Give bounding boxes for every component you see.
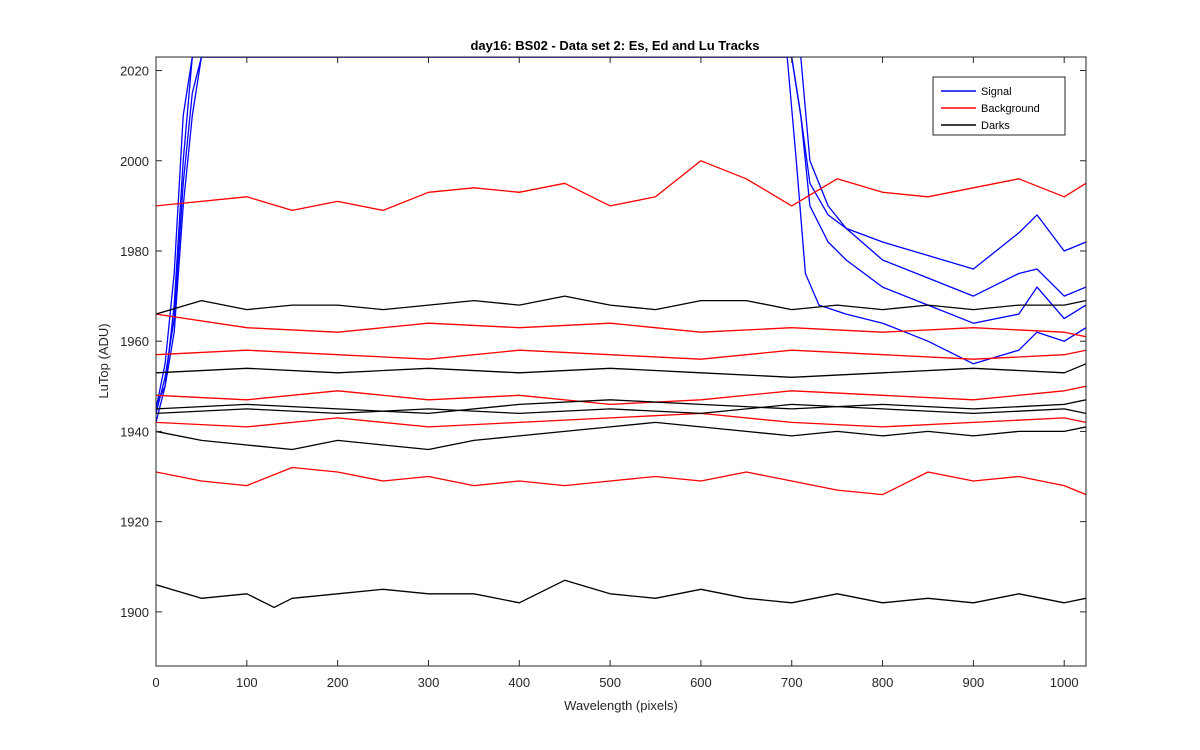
x-tick-label: 500 xyxy=(599,675,621,690)
y-tick-label: 1900 xyxy=(120,605,149,620)
background-series-line-3 xyxy=(156,349,1086,360)
signal-series-line-3 xyxy=(156,57,1086,414)
y-axis: 1900 1920 1940 1960 1980 2000 2020 xyxy=(120,64,1086,620)
x-tick-label: 900 xyxy=(963,675,985,690)
legend: Signal Background Darks xyxy=(932,76,1066,136)
chart-title: day16: BS02 - Data set 2: Es, Ed and Lu … xyxy=(470,38,759,53)
legend-label-signal: Signal xyxy=(981,86,1012,98)
x-tick-label: 300 xyxy=(418,675,440,690)
legend-label-background: Background xyxy=(981,103,1040,115)
signal-series-line-4 xyxy=(156,57,1086,405)
x-tick-label: 400 xyxy=(508,675,530,690)
x-axis-label: Wavelength (pixels) xyxy=(564,698,678,713)
darks-series-line-5 xyxy=(156,421,1086,451)
darks-series-line-2 xyxy=(156,363,1086,378)
x-tick-label: 200 xyxy=(327,675,349,690)
x-tick-label: 600 xyxy=(690,675,712,690)
darks-series-line-1 xyxy=(156,295,1086,315)
background-series-line-2 xyxy=(156,313,1086,338)
axes-box xyxy=(155,56,1087,667)
darks-series-line-4 xyxy=(156,403,1086,415)
signal-series-line-1 xyxy=(156,57,1086,410)
y-tick-label: 2000 xyxy=(120,154,149,169)
background-series-line-1 xyxy=(156,160,1086,212)
background-series-line-5 xyxy=(156,412,1086,428)
series-layer xyxy=(156,57,1086,609)
y-axis-label: LuTop (ADU) xyxy=(96,323,111,398)
x-axis: 0 100 200 300 400 500 600 700 800 900 1000 xyxy=(152,57,1079,690)
darks-series-line-3 xyxy=(156,399,1086,415)
x-tick-label: 100 xyxy=(236,675,258,690)
y-tick-label: 1960 xyxy=(120,334,149,349)
x-tick-label: 0 xyxy=(152,675,159,690)
legend-label-darks: Darks xyxy=(981,120,1010,132)
x-tick-label: 1000 xyxy=(1050,675,1079,690)
signal-series-line-2 xyxy=(156,57,1086,423)
y-tick-label: 1940 xyxy=(120,424,149,439)
y-tick-label: 1920 xyxy=(120,515,149,530)
y-tick-label: 1980 xyxy=(120,244,149,259)
background-series-line-6 xyxy=(156,466,1086,496)
x-tick-label: 800 xyxy=(872,675,894,690)
darks-series-line-6 xyxy=(156,579,1086,609)
plot-area xyxy=(156,57,1086,666)
y-tick-label: 2020 xyxy=(120,64,149,79)
x-tick-label: 700 xyxy=(781,675,803,690)
